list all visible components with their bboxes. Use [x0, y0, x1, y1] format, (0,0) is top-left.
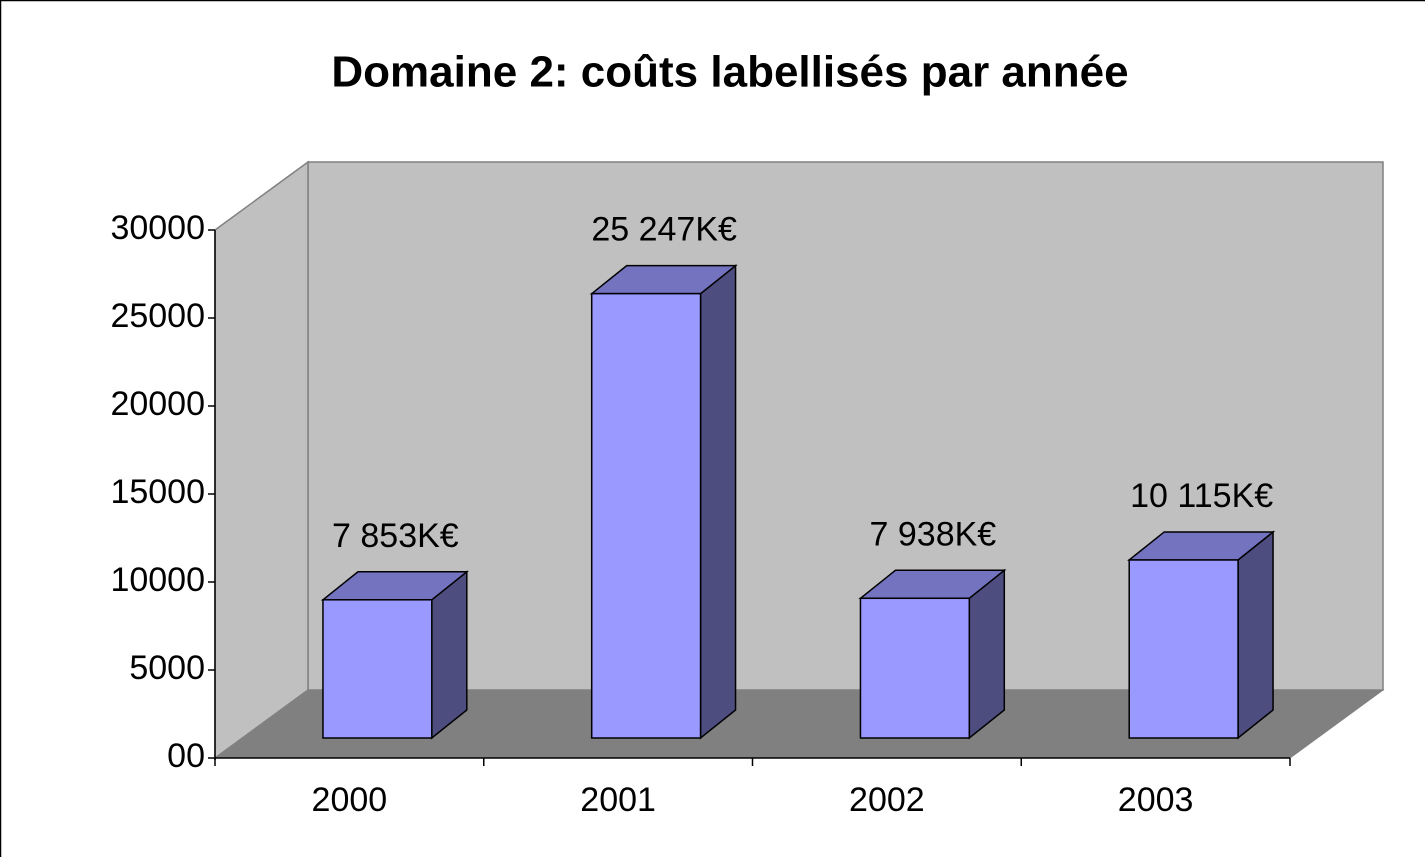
bar-side	[699, 264, 737, 740]
bar	[322, 599, 433, 739]
data-label: 10 115K€	[1130, 477, 1273, 515]
data-label: 7 853K€	[332, 517, 459, 555]
x-tick-label: 2000	[312, 781, 388, 819]
data-label: 25 247K€	[591, 211, 737, 249]
y-tick-label: 5000	[129, 649, 205, 687]
bar	[859, 597, 971, 739]
bar-side	[431, 570, 468, 740]
x-tick-label: 2002	[849, 781, 925, 819]
bar	[590, 292, 702, 739]
y-tick-label: 00	[167, 737, 205, 775]
bar	[1128, 559, 1239, 739]
y-tick-label: 20000	[110, 385, 205, 423]
data-label: 7 938K€	[870, 515, 997, 553]
x-tick-label: 2003	[1118, 781, 1194, 819]
side-wall	[214, 160, 309, 760]
bar-side	[968, 568, 1006, 740]
x-tick-label: 2001	[580, 781, 656, 819]
chart-title: Domaine 2: coûts labellisés par année	[331, 48, 1128, 97]
y-tick-label: 30000	[110, 209, 205, 247]
y-tick-label: 25000	[110, 297, 205, 335]
y-tick-label: 10000	[110, 561, 205, 599]
y-tick-label: 15000	[110, 473, 205, 511]
bar-side	[1237, 530, 1274, 740]
